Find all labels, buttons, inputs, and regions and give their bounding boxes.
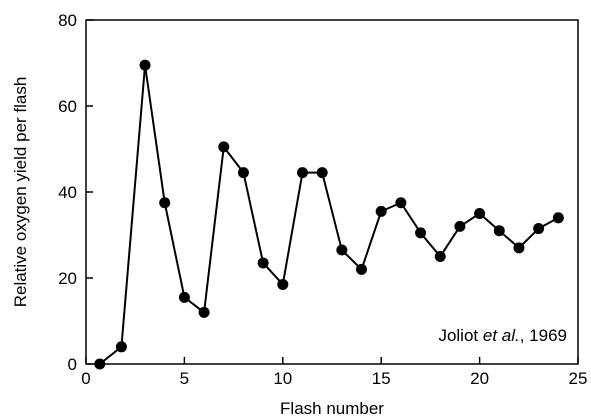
data-point — [115, 341, 127, 353]
x-axis-ticks: 0 5 10 15 20 25 — [81, 357, 587, 388]
y-tick-label: 40 — [58, 183, 77, 202]
data-point — [178, 291, 190, 303]
data-point — [415, 227, 427, 239]
data-point — [375, 205, 387, 217]
data-point — [513, 242, 525, 254]
data-point — [336, 244, 348, 256]
data-point — [316, 167, 328, 179]
data-point — [552, 212, 564, 224]
data-point — [434, 251, 446, 262]
y-axis-label: Relative oxygen yield per flash — [11, 77, 30, 308]
data-point — [198, 306, 210, 318]
data-point — [356, 263, 368, 275]
plot-frame — [85, 19, 579, 365]
y-tick-label: 0 — [68, 355, 77, 374]
x-axis-label: Flash number — [280, 399, 384, 418]
data-point — [94, 358, 106, 370]
x-tick-label: 20 — [470, 369, 489, 388]
x-tick-label: 25 — [569, 369, 588, 388]
annotation-suffix: , 1969 — [520, 326, 567, 345]
annotation-italic: et al. — [483, 326, 520, 345]
data-point — [296, 167, 308, 179]
x-tick-label: 15 — [372, 369, 391, 388]
y-tick-label: 20 — [58, 269, 77, 288]
data-point — [493, 225, 505, 237]
data-point — [159, 197, 171, 209]
data-point — [533, 223, 545, 235]
x-tick-label: 5 — [180, 369, 189, 388]
annotation-prefix: Joliot — [438, 326, 482, 345]
data-point — [474, 208, 486, 219]
data-point — [237, 167, 249, 179]
source-annotation: Joliot et al., 1969 — [438, 326, 567, 345]
data-point — [257, 257, 269, 269]
x-tick-label: 10 — [273, 369, 292, 388]
y-tick-label: 60 — [58, 97, 77, 116]
data-point — [395, 197, 407, 209]
x-tick-label: 0 — [81, 369, 90, 388]
series-line — [99, 64, 559, 365]
y-tick-label: 80 — [58, 11, 77, 30]
data-point — [277, 278, 289, 290]
data-point — [139, 59, 151, 71]
data-point — [454, 220, 466, 232]
data-point — [218, 141, 230, 153]
series-layer — [94, 59, 564, 370]
y-axis-ticks: 0 20 40 60 80 — [58, 11, 93, 374]
